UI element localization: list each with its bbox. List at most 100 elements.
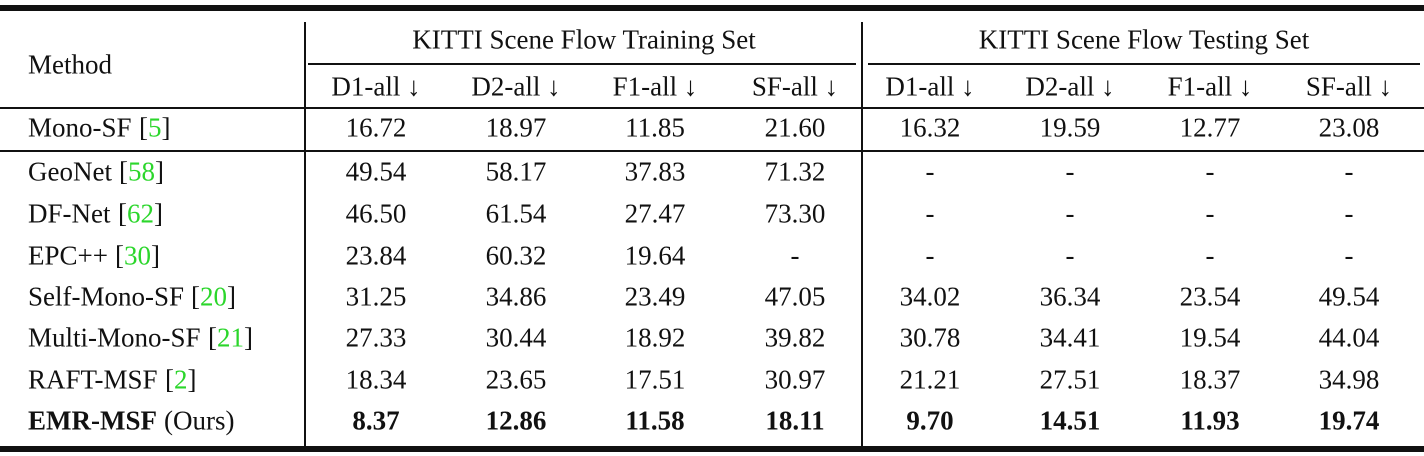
- column-header: D1-all ↓: [885, 71, 975, 102]
- cell-value: 21.60: [764, 112, 826, 143]
- cell-value: 27.33: [345, 322, 407, 353]
- top-rule: [0, 5, 1424, 11]
- cell-value: 11.85: [625, 112, 685, 143]
- citation: [58]: [119, 156, 164, 187]
- cell-value: 18.34: [345, 364, 407, 395]
- cell-value: 18.11: [765, 405, 825, 436]
- method-name: RAFT-MSF: [28, 364, 158, 395]
- cell-value: 23.84: [345, 240, 407, 271]
- cell-value: 30.44: [485, 322, 547, 353]
- cell-value: 34.98: [1318, 364, 1380, 395]
- cell-value: 27.51: [1039, 364, 1101, 395]
- cell-value: 17.51: [624, 364, 686, 395]
- cell-value: -: [925, 156, 935, 187]
- column-divider: [861, 22, 863, 446]
- header-rule: [0, 107, 1424, 109]
- cell-value: 73.30: [764, 198, 826, 229]
- group-rule: [308, 63, 856, 65]
- column-header: D2-all ↓: [1025, 71, 1115, 102]
- cell-value: 49.54: [1318, 281, 1380, 312]
- group-rule: [868, 63, 1420, 65]
- cell-value: 12.77: [1179, 112, 1241, 143]
- cell-value: 49.54: [345, 156, 407, 187]
- citation: [30]: [115, 240, 160, 271]
- cell-value: 23.54: [1179, 281, 1241, 312]
- cell-value: -: [925, 198, 935, 229]
- cell-value: 31.25: [345, 281, 407, 312]
- citation: [5]: [139, 112, 171, 143]
- citation: [2]: [165, 364, 197, 395]
- column-header: F1-all ↓: [612, 71, 698, 102]
- method-name: Mono-SF: [28, 112, 132, 143]
- cell-value: 58.17: [485, 156, 547, 187]
- cell-value: -: [1344, 240, 1354, 271]
- cell-value: 27.47: [624, 198, 686, 229]
- cell-value: -: [1205, 198, 1215, 229]
- column-header: F1-all ↓: [1167, 71, 1253, 102]
- method-header: Method: [28, 49, 112, 80]
- cell-value: 11.58: [625, 405, 685, 436]
- citation: [20]: [191, 281, 236, 312]
- cell-value: 16.72: [345, 112, 407, 143]
- cell-value: 23.65: [485, 364, 547, 395]
- column-header: SF-all ↓: [1305, 71, 1393, 102]
- cell-value: -: [790, 240, 800, 271]
- method-name: EMR-MSF: [28, 405, 157, 436]
- cell-value: 30.78: [899, 322, 961, 353]
- cell-value: 71.32: [764, 156, 826, 187]
- cell-value: 18.92: [624, 322, 686, 353]
- cell-value: -: [1205, 156, 1215, 187]
- method-suffix: (Ours): [164, 405, 235, 436]
- cell-value: 9.70: [906, 405, 954, 436]
- method-name: EPC++: [28, 240, 108, 271]
- column-header: SF-all ↓: [751, 71, 839, 102]
- cell-value: -: [1065, 156, 1075, 187]
- method-name: Multi-Mono-SF: [28, 322, 201, 353]
- cell-value: -: [925, 240, 935, 271]
- cell-value: 34.02: [899, 281, 961, 312]
- cell-value: 46.50: [345, 198, 407, 229]
- cell-value: 14.51: [1039, 405, 1101, 436]
- group-header: KITTI Scene Flow Training Set: [412, 24, 756, 55]
- method-name: GeoNet: [28, 156, 112, 187]
- cell-value: 39.82: [764, 322, 826, 353]
- group-header: KITTI Scene Flow Testing Set: [978, 24, 1310, 55]
- cell-value: 36.34: [1039, 281, 1101, 312]
- cell-value: -: [1205, 240, 1215, 271]
- cell-value: 34.41: [1039, 322, 1101, 353]
- cell-value: -: [1344, 198, 1354, 229]
- column-header: D2-all ↓: [471, 71, 561, 102]
- cell-value: 16.32: [899, 112, 961, 143]
- column-header: D1-all ↓: [331, 71, 421, 102]
- citation: [21]: [208, 322, 253, 353]
- cell-value: 60.32: [485, 240, 547, 271]
- cell-value: 18.37: [1179, 364, 1241, 395]
- cell-value: 19.64: [624, 240, 686, 271]
- bottom-rule: [0, 446, 1424, 452]
- cell-value: 23.49: [624, 281, 686, 312]
- method-name: DF-Net: [28, 198, 111, 229]
- cell-value: -: [1344, 156, 1354, 187]
- method-name: Self-Mono-SF: [28, 281, 185, 312]
- cell-value: 37.83: [624, 156, 686, 187]
- cell-value: 19.59: [1039, 112, 1101, 143]
- cell-value: 11.93: [1180, 405, 1240, 436]
- cell-value: 21.21: [899, 364, 961, 395]
- cell-value: -: [1065, 198, 1075, 229]
- citation: [62]: [118, 198, 163, 229]
- column-divider: [304, 22, 306, 446]
- cell-value: 19.74: [1318, 405, 1380, 436]
- cell-value: -: [1065, 240, 1075, 271]
- cell-value: 23.08: [1318, 112, 1380, 143]
- cell-value: 19.54: [1179, 322, 1241, 353]
- cell-value: 8.37: [352, 405, 400, 436]
- cell-value: 18.97: [485, 112, 547, 143]
- cell-value: 34.86: [485, 281, 547, 312]
- cell-value: 47.05: [764, 281, 826, 312]
- cell-value: 61.54: [485, 198, 547, 229]
- cell-value: 44.04: [1318, 322, 1380, 353]
- cell-value: 12.86: [485, 405, 547, 436]
- cell-value: 30.97: [764, 364, 826, 395]
- row-rule: [0, 150, 1424, 152]
